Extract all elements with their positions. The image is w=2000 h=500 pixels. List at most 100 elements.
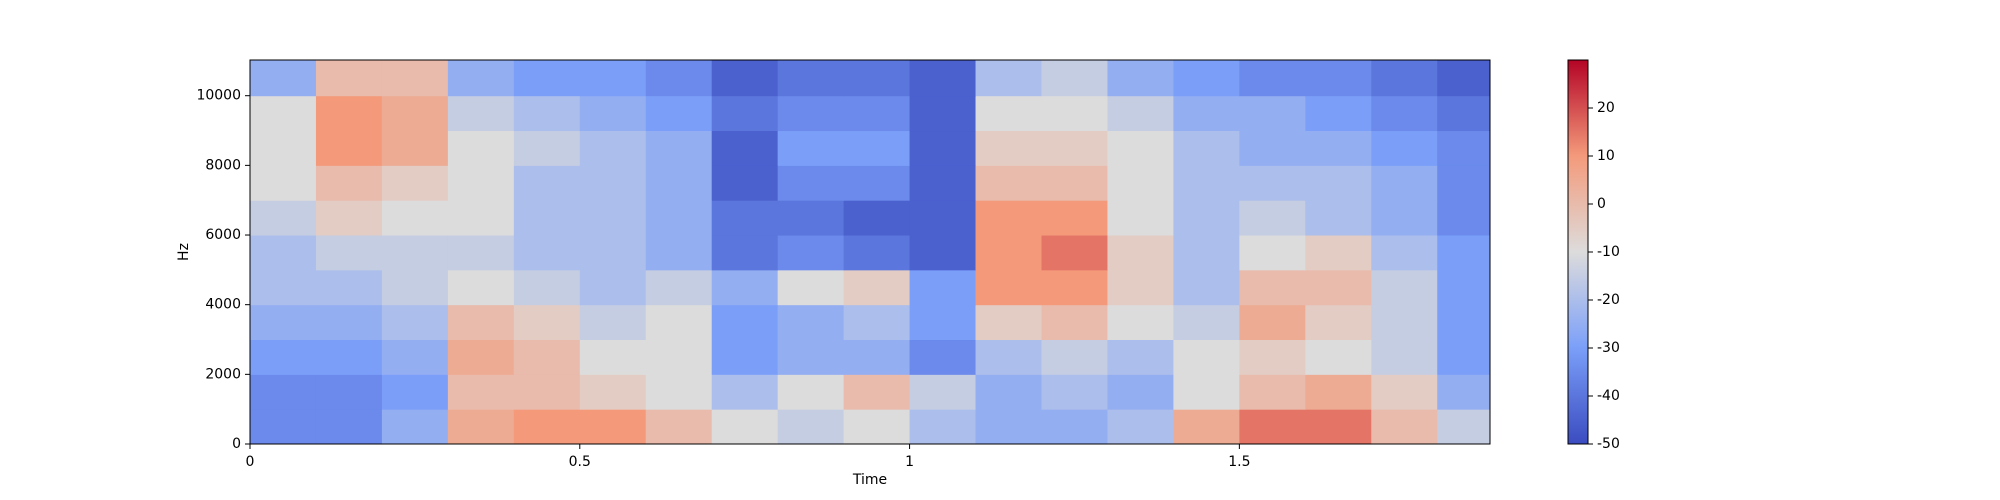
- cell: [250, 95, 317, 132]
- cell: [381, 200, 449, 236]
- cell: [250, 60, 317, 97]
- cell: [1173, 304, 1240, 341]
- cell: [711, 165, 779, 201]
- cell: [381, 269, 449, 306]
- cell: [975, 304, 1042, 341]
- x-tick-label: 1: [905, 454, 914, 470]
- cell: [711, 339, 779, 375]
- cell: [1041, 235, 1108, 271]
- cell: [447, 95, 515, 132]
- y-tick-label: 10000: [196, 88, 241, 104]
- cell: [447, 409, 515, 445]
- cell: [1305, 269, 1372, 306]
- cell: [777, 269, 845, 306]
- cell: [381, 165, 449, 201]
- x-tick-label: 1.5: [1228, 454, 1250, 470]
- cell: [1305, 235, 1372, 271]
- cell: [843, 95, 911, 132]
- cell: [777, 374, 845, 410]
- cell: [315, 409, 383, 445]
- cell: [1107, 200, 1174, 236]
- cell: [1371, 165, 1438, 201]
- cell: [1173, 374, 1240, 410]
- cell: [1173, 95, 1240, 132]
- cell: [843, 269, 911, 306]
- cell: [315, 339, 383, 375]
- cell: [381, 304, 449, 341]
- cell: [315, 165, 383, 201]
- cell: [381, 235, 449, 271]
- cell: [579, 60, 647, 97]
- cell: [645, 339, 713, 375]
- colorbar-tick-label: -10: [1597, 244, 1620, 260]
- cell: [447, 130, 515, 166]
- colorbar-tick-label: 20: [1597, 100, 1615, 116]
- cell: [315, 95, 383, 132]
- cell: [1437, 165, 1491, 201]
- cell: [843, 60, 911, 97]
- cell: [843, 200, 911, 236]
- x-tick-label: 0: [246, 454, 255, 470]
- cell: [315, 374, 383, 410]
- cell: [777, 60, 845, 97]
- cell: [975, 339, 1042, 375]
- cell: [1371, 304, 1438, 341]
- cell: [1041, 339, 1108, 375]
- cell: [315, 269, 383, 306]
- cell: [645, 130, 713, 166]
- cell: [381, 374, 449, 410]
- cell: [447, 374, 515, 410]
- y-tick-label: 2000: [205, 366, 241, 382]
- cell: [1437, 200, 1491, 236]
- cell: [711, 409, 779, 445]
- cell: [1437, 409, 1491, 445]
- cell: [1371, 95, 1438, 132]
- cell: [1239, 200, 1306, 236]
- cell: [1041, 130, 1108, 166]
- cell: [1239, 304, 1306, 341]
- cell: [1305, 374, 1372, 410]
- cell: [447, 165, 515, 201]
- cell: [513, 130, 581, 166]
- cell: [1437, 235, 1491, 271]
- cell: [711, 269, 779, 306]
- y-axis-label: Hz: [176, 243, 192, 261]
- cell: [315, 304, 383, 341]
- cell: [645, 269, 713, 306]
- cell: [513, 235, 581, 271]
- cell: [1173, 165, 1240, 201]
- cell: [513, 60, 581, 97]
- cell: [579, 95, 647, 132]
- cell: [777, 235, 845, 271]
- cell: [447, 339, 515, 375]
- cell: [1305, 95, 1372, 132]
- cell: [447, 235, 515, 271]
- cell: [1041, 269, 1108, 306]
- cell: [1437, 130, 1491, 166]
- cell: [975, 95, 1042, 132]
- cell: [315, 60, 383, 97]
- cell: [909, 95, 977, 132]
- cell: [843, 165, 911, 201]
- cell: [1305, 60, 1372, 97]
- y-tick-label: 8000: [205, 157, 241, 173]
- cell: [1239, 339, 1306, 375]
- cell: [711, 304, 779, 341]
- cell: [513, 95, 581, 132]
- cell: [1239, 235, 1306, 271]
- cell: [579, 409, 647, 445]
- colorbar-tick-label: 10: [1597, 148, 1615, 164]
- cell: [645, 95, 713, 132]
- y-tick-label: 0: [232, 436, 241, 452]
- cell: [250, 269, 317, 306]
- cell: [777, 409, 845, 445]
- cell: [975, 269, 1042, 306]
- cell: [1239, 130, 1306, 166]
- cell: [513, 304, 581, 341]
- cell: [250, 200, 317, 236]
- cell: [315, 130, 383, 166]
- cell: [1173, 200, 1240, 236]
- cell: [1107, 374, 1174, 410]
- cell: [1371, 200, 1438, 236]
